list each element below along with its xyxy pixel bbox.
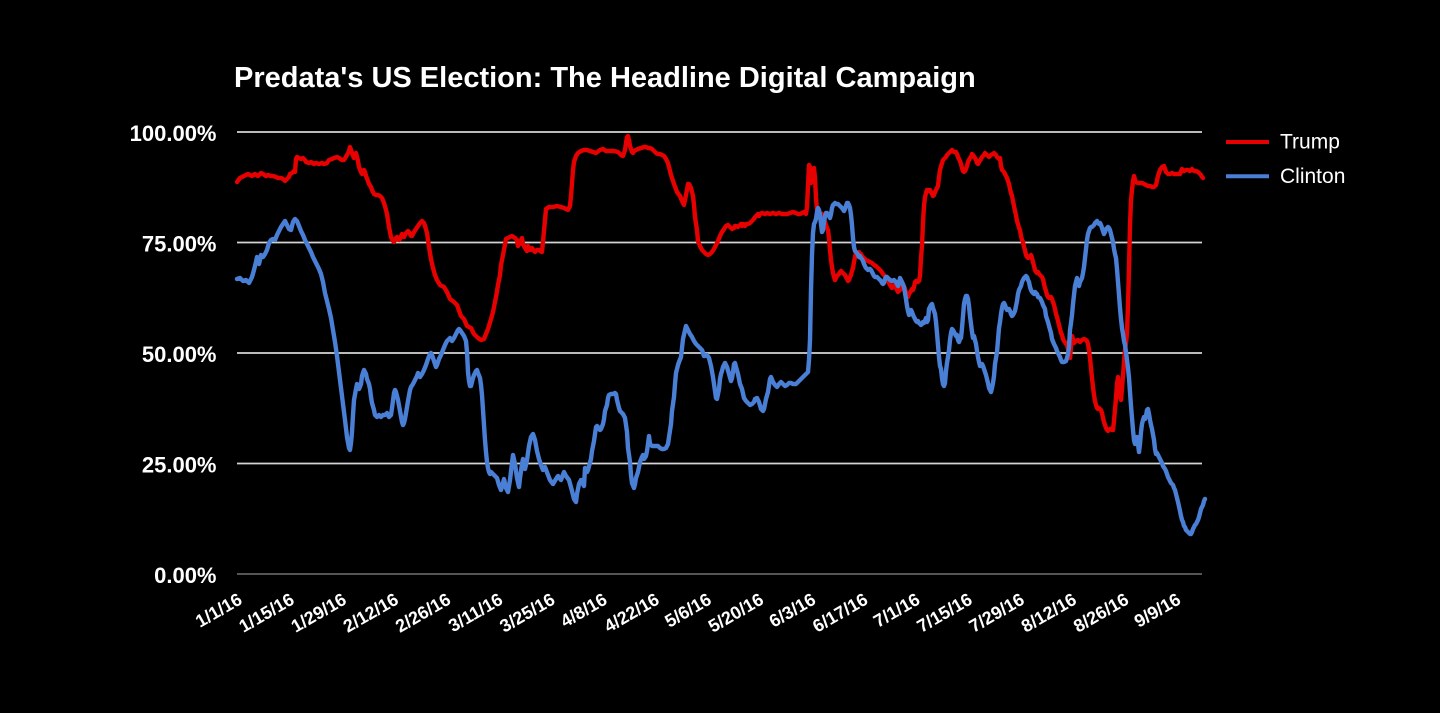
svg-text:Predata's US Election: The Hea: Predata's US Election: The Headline Digi… bbox=[234, 62, 976, 94]
svg-text:Clinton: Clinton bbox=[1280, 165, 1345, 188]
svg-text:0.00%: 0.00% bbox=[154, 563, 216, 588]
svg-text:100.00%: 100.00% bbox=[130, 121, 217, 146]
svg-text:Trump: Trump bbox=[1280, 131, 1340, 154]
svg-text:75.00%: 75.00% bbox=[142, 232, 217, 257]
svg-text:25.00%: 25.00% bbox=[142, 453, 217, 478]
svg-text:50.00%: 50.00% bbox=[142, 342, 217, 367]
